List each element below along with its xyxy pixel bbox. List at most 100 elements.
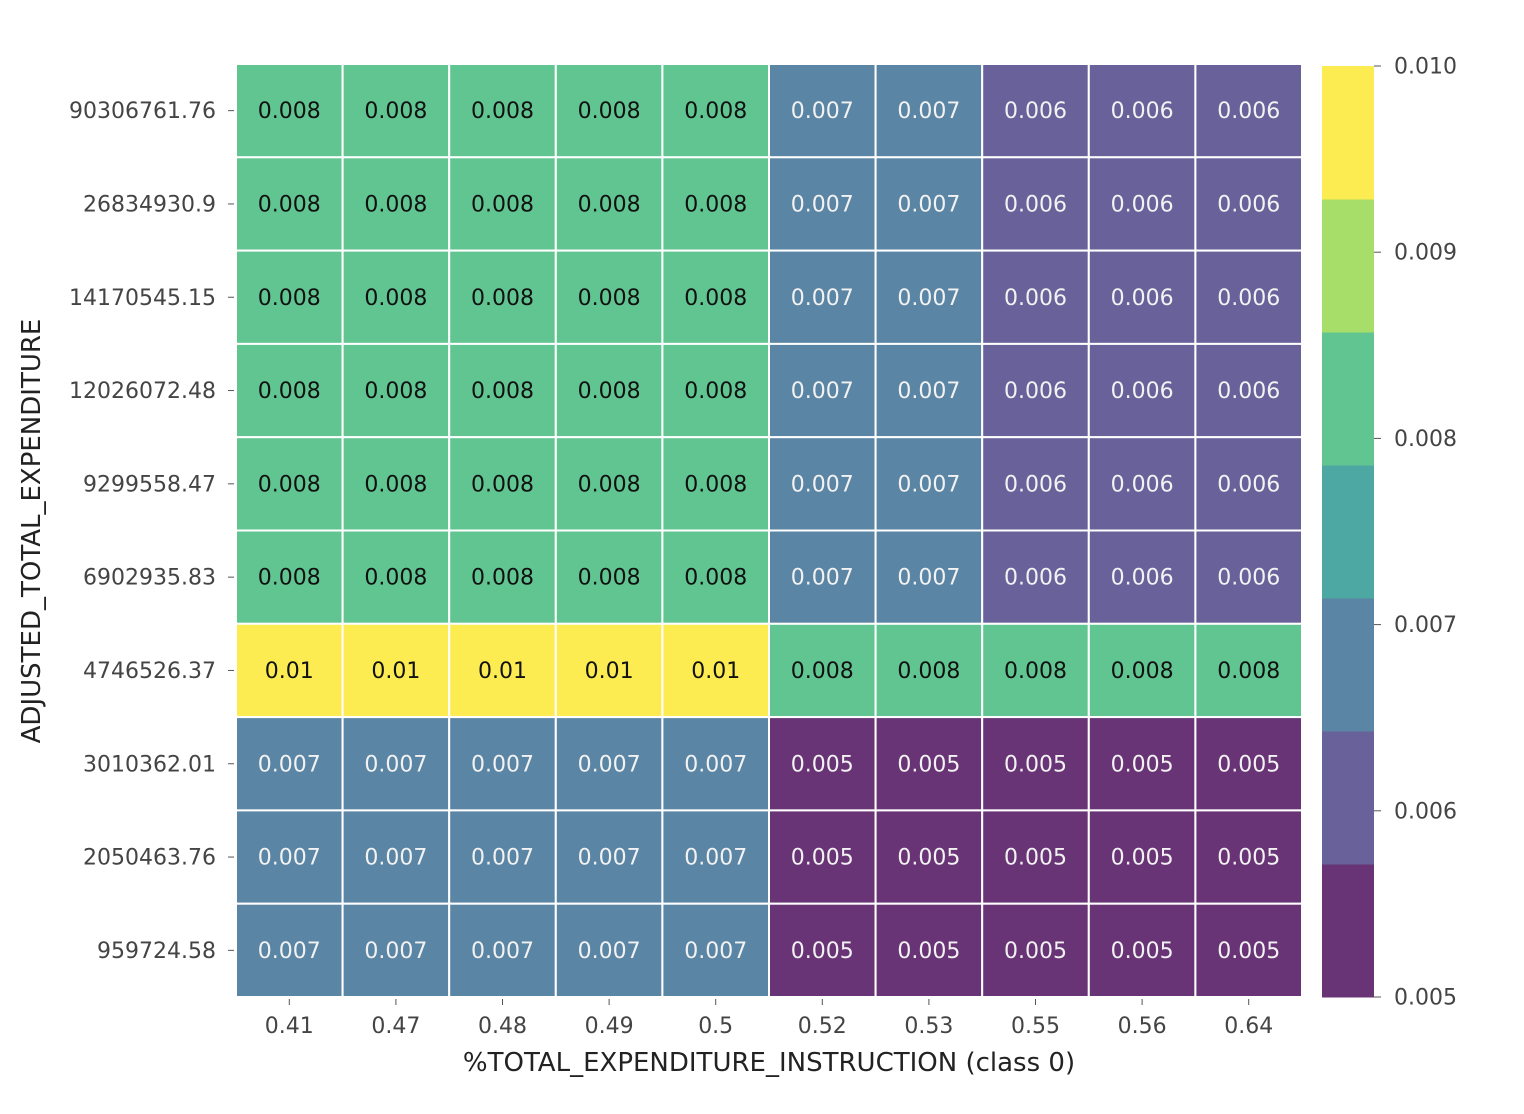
heatmap-cell-rect: [768, 156, 877, 252]
heatmap-cell-value: 0.007: [791, 192, 854, 217]
heatmap-cell: 0.007: [448, 716, 557, 812]
heatmap-cell-rect: [661, 902, 771, 999]
heatmap-cell-value: 0.005: [1111, 752, 1174, 777]
heatmap-cell-rect: [981, 156, 1090, 252]
heatmap-cell: 0.008: [341, 529, 451, 625]
y-tick-labels: 90306761.76 26834930.9 14170545.15 12026072…: [69, 99, 234, 964]
heatmap-cell-value: 0.008: [578, 99, 641, 124]
y-tick-label: 12026072.48: [69, 379, 216, 404]
heatmap-cell-value: 0.007: [471, 939, 534, 964]
heatmap-cell-value: 0.008: [471, 286, 534, 311]
heatmap-cell-value: 0.008: [364, 566, 427, 591]
heatmap-cell-value: 0.006: [1111, 566, 1174, 591]
heatmap-cell-value: 0.008: [364, 99, 427, 124]
heatmap-cell: 0.005: [874, 902, 984, 999]
heatmap-cell: 0.008: [235, 436, 344, 532]
heatmap-cell: 0.008: [341, 249, 451, 345]
heatmap-cell: 0.007: [554, 902, 664, 999]
heatmap-cell-value: 0.006: [1004, 566, 1067, 591]
heatmap-cell-value: 0.005: [897, 846, 960, 871]
heatmap-cell: 0.007: [341, 902, 451, 999]
heatmap-cell-value: 0.005: [1004, 752, 1067, 777]
heatmap-cell-value: 0.008: [258, 192, 321, 217]
heatmap-cell: 0.007: [768, 156, 877, 252]
heatmap-cell-value: 0.005: [1217, 752, 1280, 777]
heatmap-cell-value: 0.007: [791, 286, 854, 311]
heatmap-cell: 0.008: [448, 156, 557, 252]
heatmap-cell: 0.008: [1087, 622, 1197, 719]
x-tick-label: 0.52: [798, 1014, 847, 1039]
heatmap-cell: 0.008: [554, 156, 664, 252]
heatmap-cell-rect: [1194, 902, 1304, 999]
heatmap-cell-rect: [235, 63, 344, 159]
heatmap-cell-value: 0.007: [791, 379, 854, 404]
heatmap-cell: 0.007: [874, 63, 984, 159]
heatmap-cell-rect: [554, 156, 664, 252]
heatmap-cell-value: 0.007: [258, 752, 321, 777]
heatmap-cell-value: 0.006: [1217, 379, 1280, 404]
heatmap-cell-value: 0.008: [471, 379, 534, 404]
heatmap-cell-rect: [235, 529, 344, 625]
heatmap-cell-rect: [448, 716, 557, 812]
colorbar-segment: [1322, 598, 1374, 732]
heatmap-cell: 0.005: [981, 902, 1090, 999]
heatmap-cell-value: 0.007: [471, 752, 534, 777]
x-tick-label: 0.48: [478, 1014, 527, 1039]
heatmap-cell-value: 0.006: [1004, 286, 1067, 311]
heatmap-cell: 0.007: [235, 716, 344, 812]
heatmap-cell-value: 0.008: [1217, 659, 1280, 684]
heatmap-cell: 0.008: [661, 249, 771, 345]
heatmap-cell-value: 0.005: [1111, 846, 1174, 871]
heatmap-cell-value: 0.008: [684, 99, 747, 124]
heatmap-cell: 0.007: [661, 809, 771, 905]
colorbar-segment: [1322, 199, 1374, 333]
heatmap-cell-value: 0.008: [364, 192, 427, 217]
heatmap-cell-rect: [1087, 156, 1197, 252]
y-tick-label: 2050463.76: [83, 846, 216, 871]
heatmap-cell-value: 0.006: [1217, 286, 1280, 311]
heatmap-cell-rect: [874, 342, 984, 439]
heatmap-cell-value: 0.008: [364, 379, 427, 404]
heatmap-cell: 0.008: [341, 342, 451, 439]
heatmap-cell-value: 0.006: [1004, 379, 1067, 404]
colorbar-segment: [1322, 465, 1374, 599]
heatmap-cell-value: 0.007: [684, 939, 747, 964]
heatmap-cell-rect: [341, 902, 451, 999]
heatmap-cell: 0.008: [448, 529, 557, 625]
heatmap-cell: 0.008: [874, 622, 984, 719]
heatmap-cell-value: 0.008: [684, 192, 747, 217]
heatmap-cell-value: 0.006: [1004, 99, 1067, 124]
heatmap-cell: 0.007: [874, 436, 984, 532]
heatmap-cell: 0.006: [981, 436, 1090, 532]
heatmap-cell-value: 0.007: [897, 99, 960, 124]
heatmap-cell-value: 0.008: [471, 472, 534, 497]
heatmap-cell-rect: [874, 809, 984, 905]
heatmap-cell: 0.005: [1087, 716, 1197, 812]
heatmap-cell-rect: [874, 622, 984, 719]
heatmap-cell-value: 0.007: [897, 192, 960, 217]
heatmap-cell-rect: [1194, 342, 1304, 439]
heatmap-cell-value: 0.005: [791, 939, 854, 964]
heatmap-cell-rect: [554, 809, 664, 905]
heatmap-cell-value: 0.005: [791, 846, 854, 871]
heatmap-cell-value: 0.008: [258, 286, 321, 311]
heatmap-cell-rect: [768, 342, 877, 439]
heatmap-cell-rect: [1194, 63, 1304, 159]
heatmap-cell-value: 0.007: [364, 939, 427, 964]
heatmap-cell-value: 0.007: [578, 939, 641, 964]
heatmap-cell-value: 0.007: [471, 846, 534, 871]
colorbar-segment: [1322, 332, 1374, 466]
heatmap-cell: 0.008: [448, 342, 557, 439]
heatmap-cell-value: 0.007: [791, 472, 854, 497]
heatmap-cell: 0.008: [341, 156, 451, 252]
y-tick-label: 90306761.76: [69, 99, 216, 124]
heatmap-cell-value: 0.005: [1111, 939, 1174, 964]
heatmap-cell: 0.008: [448, 249, 557, 345]
heatmap-cell-value: 0.008: [684, 472, 747, 497]
heatmap-cell-value: 0.005: [1004, 846, 1067, 871]
y-tick-label: 959724.58: [97, 939, 216, 964]
heatmap-cell: 0.008: [448, 436, 557, 532]
heatmap-cell: 0.008: [1194, 622, 1304, 719]
heatmap-cell-value: 0.008: [578, 379, 641, 404]
heatmap-cell: 0.01: [235, 622, 344, 719]
